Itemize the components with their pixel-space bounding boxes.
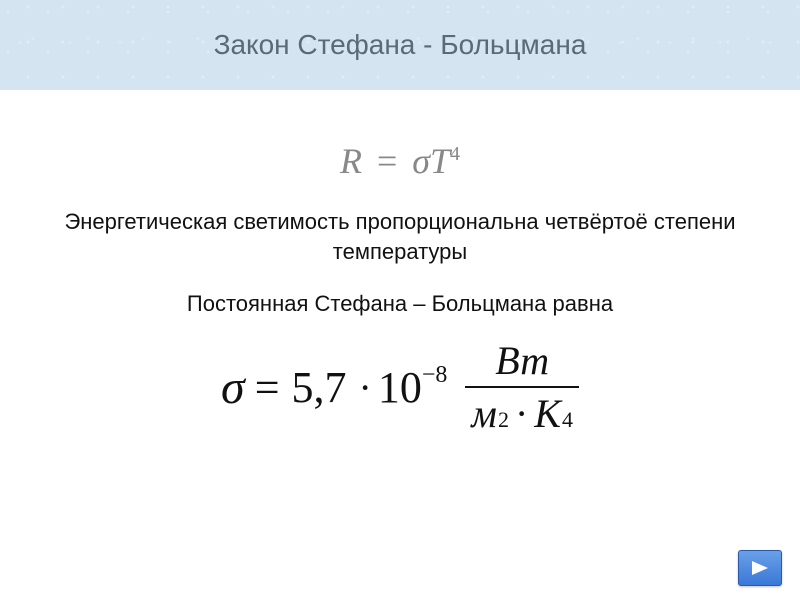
const-eq: =: [255, 362, 280, 413]
const-coeff: 5,7: [292, 362, 347, 413]
formula-lhs: R: [340, 141, 362, 181]
const-unit-fraction: Вт м2 · K4: [465, 337, 579, 437]
title-band: Закон Стефана - Больцмана: [0, 0, 800, 90]
const-dot: ·: [359, 364, 372, 411]
main-formula: R = σT4: [40, 140, 760, 182]
formula-eq: =: [377, 141, 397, 181]
unit-m: м: [471, 390, 497, 437]
formula-power: 4: [450, 143, 460, 165]
unit-K-pow: 4: [562, 407, 573, 433]
unit-denominator: м2 · K4: [465, 386, 579, 437]
next-slide-button[interactable]: [738, 550, 782, 586]
const-sigma: σ: [221, 360, 245, 415]
formula-T: T: [430, 141, 450, 181]
slide-title: Закон Стефана - Больцмана: [214, 29, 587, 61]
unit-K: K: [534, 390, 561, 437]
constant-label: Постоянная Стефана – Больцмана равна: [40, 291, 760, 317]
const-base: 10−8: [378, 362, 448, 413]
unit-dot: ·: [515, 390, 528, 437]
constant-formula: σ = 5,7 · 10−8 Вт м2 · K4: [40, 337, 760, 437]
arrow-right-icon: [749, 558, 771, 578]
unit-numerator: Вт: [491, 337, 553, 386]
description-text: Энергетическая светимость пропорциональн…: [40, 207, 760, 266]
unit-m-pow: 2: [498, 407, 509, 433]
formula-sigma: σ: [412, 141, 430, 181]
slide-content: R = σT4 Энергетическая светимость пропор…: [0, 90, 800, 437]
const-exponent: −8: [422, 362, 448, 388]
